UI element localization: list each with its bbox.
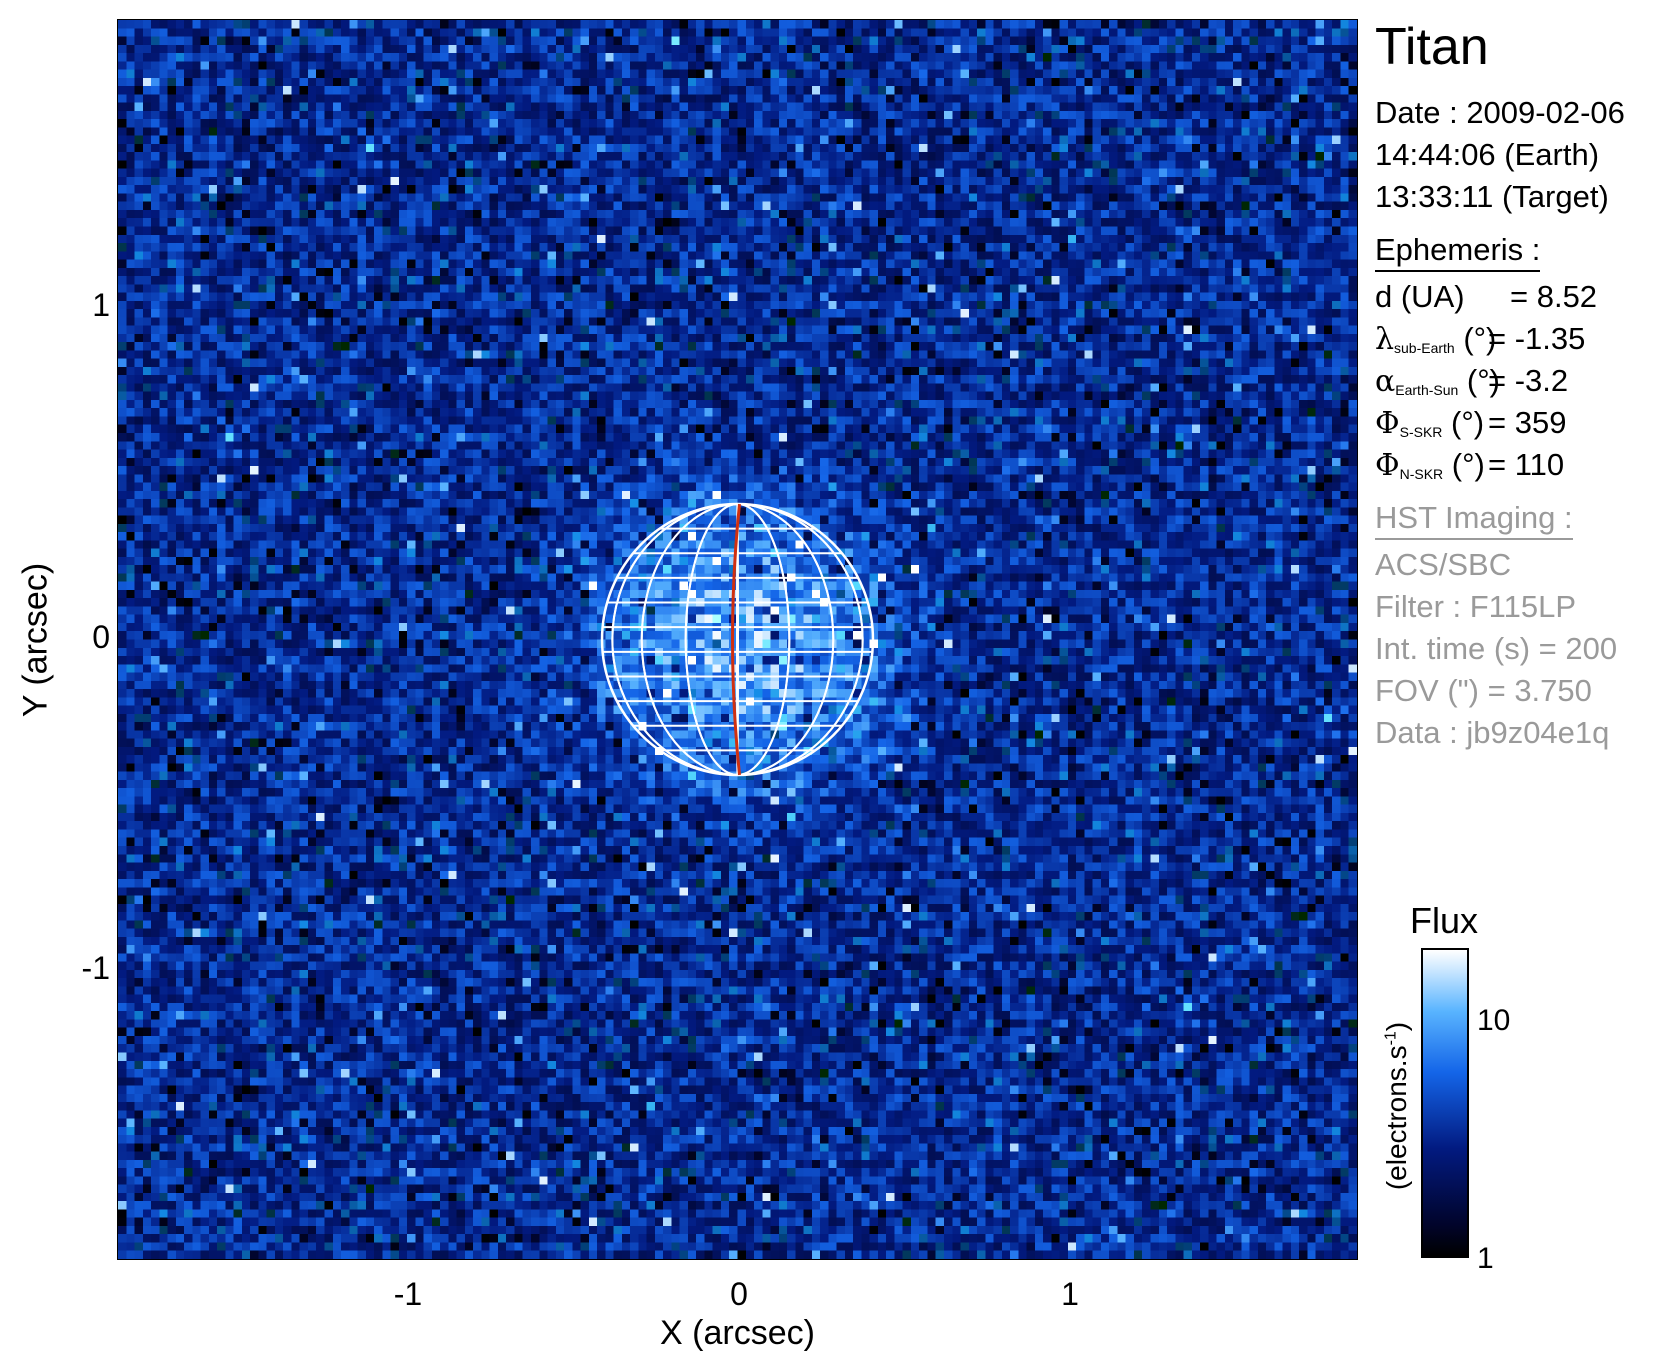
ephemeris-unit: (°) — [1442, 405, 1485, 440]
ephemeris-symbol: Φ — [1375, 406, 1400, 441]
target-title: Titan — [1375, 18, 1489, 76]
colorbar-unit-close: ) — [1381, 1021, 1412, 1032]
ephemeris-row: d (UA) = 8.52 — [1375, 276, 1655, 318]
ephemeris-symbol: Φ — [1375, 448, 1400, 483]
y-tick-label: -1 — [81, 950, 110, 986]
image-plot-area — [117, 19, 1358, 1260]
colorbar-unit-label: (electrons.s-1) — [1381, 1022, 1413, 1190]
ephemeris-value: = 359 — [1488, 405, 1567, 440]
hst-line: FOV (") = 3.750 — [1375, 673, 1592, 708]
ephemeris-row: ΦS-SKR (°) = 359 — [1375, 402, 1655, 444]
ephemeris-label: λsub-Earth (°) — [1375, 321, 1497, 357]
longitude-line — [611, 503, 864, 776]
hst-line: Filter : F115LP — [1375, 589, 1577, 624]
hst-line: Int. time (s) = 200 — [1375, 631, 1618, 666]
hst-header: HST Imaging : — [1375, 498, 1573, 540]
ephemeris-header: Ephemeris : — [1375, 230, 1541, 272]
ephemeris-unit: (UA) — [1392, 279, 1465, 314]
y-tick-label: 1 — [92, 287, 110, 323]
colorbar-title: Flux — [1410, 900, 1479, 941]
hst-line: ACS/SBC — [1375, 547, 1512, 582]
ephemeris-subscript: S-SKR — [1399, 424, 1443, 440]
hst-list: ACS/SBC Filter : F115LP Int. time (s) = 20… — [1375, 544, 1655, 754]
ephemeris-label: d (UA) — [1375, 279, 1465, 314]
ephemeris-symbol: α — [1375, 364, 1396, 399]
ephemeris-value: = -1.35 — [1488, 321, 1586, 356]
ephemeris-unit: (°) — [1443, 447, 1485, 482]
ephemeris-label: ΦN-SKR (°) — [1375, 447, 1485, 483]
ephemeris-subscript: Earth-Sun — [1395, 382, 1459, 398]
ephemeris-subscript: N-SKR — [1399, 466, 1444, 482]
ephemeris-row: αEarth-Sun (°) = -3.2 — [1375, 360, 1655, 402]
y-tick-label: 0 — [92, 619, 110, 655]
ephemeris-row: ΦN-SKR (°) = 110 — [1375, 444, 1655, 486]
ephemeris-list: d (UA) = 8.52 λsub-Earth (°) = -1.35 αEarth-… — [1375, 276, 1655, 486]
ephemeris-value: = 110 — [1488, 447, 1565, 482]
colorbar — [1421, 948, 1469, 1258]
hst-line: Data : jb9z04e1q — [1375, 715, 1610, 750]
colorbar-unit-text: (electrons.s — [1381, 1045, 1412, 1191]
ephemeris-symbol: d — [1375, 279, 1393, 314]
ephemeris-value: = 8.52 — [1510, 279, 1598, 314]
colorbar-unit-exponent: -1 — [1382, 1031, 1400, 1046]
ephemeris-unit: (°) — [1458, 363, 1500, 398]
planet-grid-overlay — [600, 502, 875, 777]
y-axis-label: Y (arcsec) — [16, 562, 55, 718]
colorbar-tick-label: 1 — [1477, 1242, 1494, 1275]
x-tick-label: 1 — [1061, 1276, 1079, 1312]
ephemeris-label: ΦS-SKR (°) — [1375, 405, 1485, 441]
ephemeris-symbol: λ — [1375, 322, 1395, 357]
x-tick-label: 0 — [730, 1276, 748, 1312]
earth-time: 14:44:06 (Earth) — [1375, 137, 1600, 172]
ephemeris-unit: (°) — [1454, 321, 1497, 356]
ephemeris-subscript: sub-Earth — [1394, 340, 1455, 356]
ephemeris-value: = -3.2 — [1488, 363, 1569, 398]
ephemeris-label: αEarth-Sun (°) — [1375, 363, 1500, 399]
target-time: 13:33:11 (Target) — [1375, 179, 1609, 214]
date-line: Date : 2009-02-06 — [1375, 95, 1625, 130]
central-meridian-line — [731, 503, 741, 776]
info-panel: Titan Date : 2009-02-06 14:44:06 (Earth)… — [1375, 16, 1655, 754]
x-axis-label: X (arcsec) — [660, 1314, 815, 1352]
colorbar-tick-label: 10 — [1477, 1003, 1511, 1037]
ephemeris-row: λsub-Earth (°) = -1.35 — [1375, 318, 1655, 360]
x-tick-label: -1 — [393, 1276, 423, 1312]
